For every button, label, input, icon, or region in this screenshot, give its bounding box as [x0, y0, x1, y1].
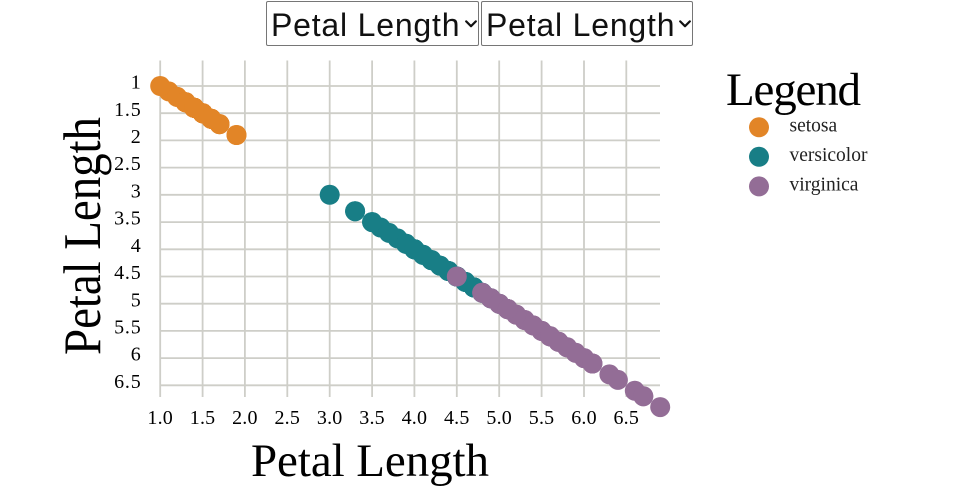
svg-text:Petal Length: Petal Length [54, 117, 112, 355]
svg-text:3: 3 [131, 180, 142, 202]
svg-text:Petal Length: Petal Length [251, 435, 489, 487]
svg-text:3.5: 3.5 [114, 208, 141, 230]
svg-text:1: 1 [131, 72, 142, 94]
svg-text:6.5: 6.5 [114, 371, 141, 393]
svg-text:5.5: 5.5 [529, 407, 555, 429]
svg-text:1.0: 1.0 [147, 407, 173, 429]
svg-text:2: 2 [131, 126, 142, 148]
svg-text:6: 6 [131, 344, 142, 366]
svg-text:setosa: setosa [790, 116, 838, 137]
svg-text:6.0: 6.0 [571, 407, 597, 429]
svg-text:3.5: 3.5 [359, 407, 385, 429]
svg-text:Legend: Legend [726, 64, 861, 116]
svg-text:2.5: 2.5 [114, 153, 141, 175]
svg-text:5: 5 [131, 289, 142, 311]
svg-text:2.0: 2.0 [232, 407, 258, 429]
svg-text:5.0: 5.0 [486, 407, 512, 429]
svg-text:4.5: 4.5 [114, 262, 141, 284]
svg-text:5.5: 5.5 [114, 317, 141, 339]
svg-text:2.5: 2.5 [274, 407, 300, 429]
svg-text:6.5: 6.5 [613, 407, 639, 429]
svg-text:virginica: virginica [790, 175, 859, 196]
svg-text:4: 4 [131, 235, 142, 257]
svg-text:4.0: 4.0 [402, 407, 428, 429]
svg-text:4.5: 4.5 [444, 407, 470, 429]
svg-text:3.0: 3.0 [317, 407, 343, 429]
svg-text:1.5: 1.5 [114, 99, 141, 121]
svg-text:1.5: 1.5 [190, 407, 216, 429]
svg-text:versicolor: versicolor [790, 145, 868, 166]
